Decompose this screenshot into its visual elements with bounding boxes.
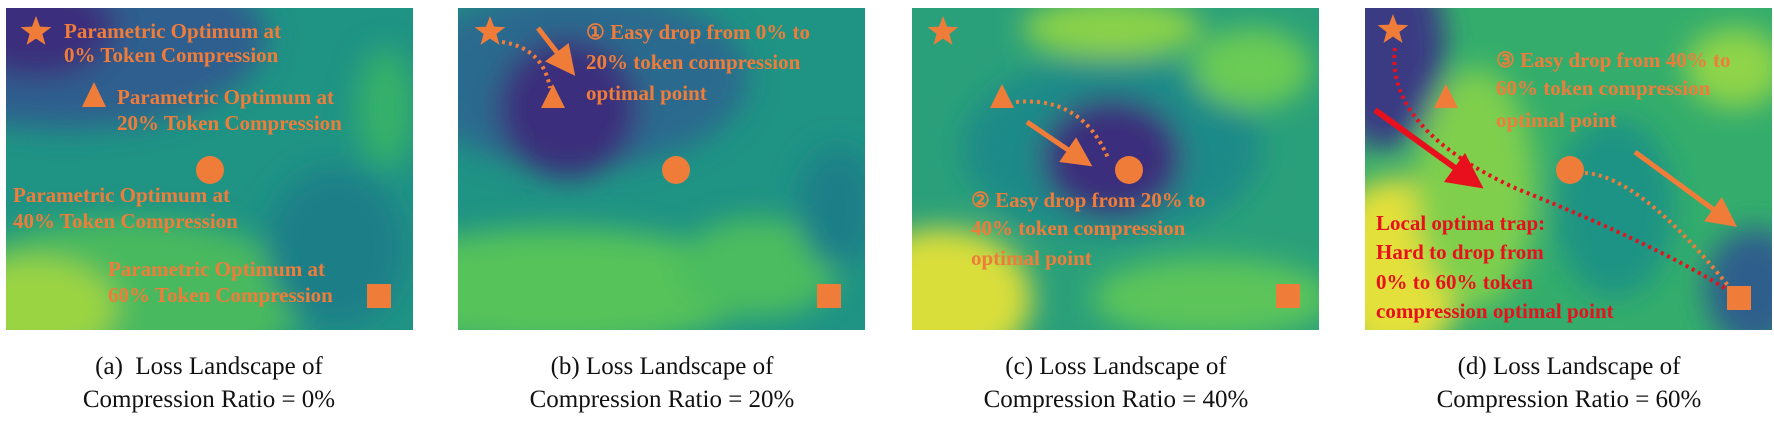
circle-icon bbox=[1556, 156, 1584, 184]
svg-text:Hard to drop from: Hard to drop from bbox=[1376, 240, 1544, 264]
trap-arrow-icon bbox=[1373, 107, 1484, 189]
annotation-text: 20% token compression bbox=[586, 50, 801, 74]
caption-a: (a) Loss Landscape of Compression Ratio … bbox=[0, 350, 439, 416]
square-icon bbox=[1727, 286, 1751, 310]
svg-text:0% to 60% token: 0% to 60% token bbox=[1376, 270, 1533, 294]
opt0-label: 0% Token Compression bbox=[64, 43, 279, 67]
annotation-text: 40% token compression bbox=[971, 216, 1186, 240]
caption-line: Compression Ratio = 60% bbox=[1436, 386, 1702, 413]
caption-b: (b) Loss Landscape of Compression Ratio … bbox=[432, 350, 892, 416]
annotation-text: optimal point bbox=[586, 81, 707, 105]
arrow-icon bbox=[536, 26, 576, 76]
opt60-label: 60% Token Compression bbox=[108, 283, 333, 307]
caption-c: (c) Loss Landscape of Compression Ratio … bbox=[886, 350, 1346, 416]
dotted-path bbox=[1015, 99, 1110, 159]
arrow-icon bbox=[1025, 119, 1093, 167]
svg-text:optimal point: optimal point bbox=[586, 81, 707, 105]
panel-b-landscape: ① Easy drop from 0% to 20% token compres… bbox=[458, 8, 865, 330]
annotation-text: optimal point bbox=[1496, 108, 1617, 132]
triangle-icon bbox=[990, 84, 1014, 108]
svg-text:Parametric Optimum at: Parametric Optimum at bbox=[13, 183, 230, 207]
arrow-icon bbox=[1633, 149, 1738, 227]
dotted-path bbox=[1584, 171, 1732, 290]
svg-text:② Easy drop from 20% to: ② Easy drop from 20% to bbox=[971, 188, 1205, 212]
svg-text:Local optima trap:: Local optima trap: bbox=[1376, 211, 1545, 235]
triangle-icon bbox=[82, 82, 106, 107]
caption-line: (a) Loss Landscape of bbox=[95, 353, 323, 380]
svg-text:Parametric Optimum at: Parametric Optimum at bbox=[64, 19, 281, 43]
panel-d-landscape: ③ Easy drop from 40% to 60% token compre… bbox=[1365, 8, 1772, 330]
trap-text: Local optima trap: bbox=[1376, 211, 1545, 235]
svg-text:Parametric Optimum at: Parametric Optimum at bbox=[108, 257, 325, 281]
svg-text:optimal point: optimal point bbox=[1496, 108, 1617, 132]
caption-line: Compression Ratio = 40% bbox=[983, 386, 1249, 413]
trap-text: 0% to 60% token bbox=[1376, 270, 1533, 294]
triangle-icon bbox=[1434, 84, 1458, 108]
opt40-label: 40% Token Compression bbox=[13, 209, 238, 233]
svg-text:compression optimal point: compression optimal point bbox=[1376, 299, 1614, 323]
caption-line: Compression Ratio = 20% bbox=[529, 386, 795, 413]
annotation-text: ① Easy drop from 0% to bbox=[586, 20, 810, 44]
circle-icon bbox=[662, 156, 690, 184]
annotation-text: optimal point bbox=[971, 246, 1092, 270]
square-icon bbox=[817, 284, 841, 308]
svg-text:60% token compression: 60% token compression bbox=[1496, 76, 1711, 100]
svg-text:20% token compression: 20% token compression bbox=[586, 50, 801, 74]
circle-icon bbox=[196, 156, 224, 184]
trap-text: compression optimal point bbox=[1376, 299, 1614, 323]
opt60-label: Parametric Optimum at bbox=[108, 257, 325, 281]
svg-text:③ Easy drop from 40% to: ③ Easy drop from 40% to bbox=[1496, 48, 1730, 72]
dotted-path bbox=[501, 40, 552, 89]
svg-text:40% token compression: 40% token compression bbox=[971, 216, 1186, 240]
svg-text:Parametric Optimum at: Parametric Optimum at bbox=[117, 85, 334, 109]
opt20-label: Parametric Optimum at bbox=[117, 85, 334, 109]
annotation-text: ③ Easy drop from 40% to bbox=[1496, 48, 1730, 72]
svg-text:optimal point: optimal point bbox=[971, 246, 1092, 270]
opt0-label: Parametric Optimum at bbox=[64, 19, 281, 43]
annotation-text: 60% token compression bbox=[1496, 76, 1711, 100]
square-icon bbox=[1276, 284, 1300, 308]
circle-icon bbox=[1115, 156, 1143, 184]
caption-line: (d) Loss Landscape of bbox=[1457, 353, 1681, 380]
svg-text:① Easy drop from 0% to: ① Easy drop from 0% to bbox=[586, 20, 810, 44]
panel-c-landscape: ② Easy drop from 20% to 40% token compre… bbox=[912, 8, 1319, 330]
opt20-label: 20% Token Compression bbox=[117, 111, 342, 135]
square-icon bbox=[367, 284, 391, 308]
annotation-text: ② Easy drop from 20% to bbox=[971, 188, 1205, 212]
svg-text:60% Token Compression: 60% Token Compression bbox=[108, 283, 333, 307]
svg-text:20% Token Compression: 20% Token Compression bbox=[117, 111, 342, 135]
svg-text:0% Token Compression: 0% Token Compression bbox=[64, 43, 279, 67]
caption-line: (c) Loss Landscape of bbox=[1005, 353, 1227, 380]
svg-text:40% Token Compression: 40% Token Compression bbox=[13, 209, 238, 233]
caption-d: (d) Loss Landscape of Compression Ratio … bbox=[1339, 350, 1774, 416]
opt40-label: Parametric Optimum at bbox=[13, 183, 230, 207]
trap-dotted-path bbox=[1392, 47, 1739, 298]
caption-line: (b) Loss Landscape of bbox=[550, 353, 774, 380]
caption-line: Compression Ratio = 0% bbox=[82, 386, 336, 413]
triangle-icon bbox=[541, 84, 565, 108]
panel-a-landscape: Parametric Optimum at 0% Token Compressi… bbox=[6, 8, 413, 330]
trap-text: Hard to drop from bbox=[1376, 240, 1544, 264]
